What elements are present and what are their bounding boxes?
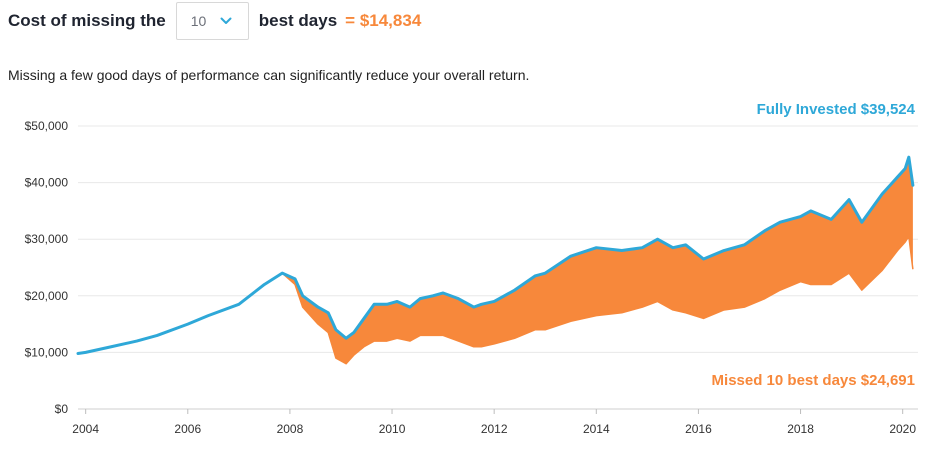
axis-layer: $0 $10,000 $20,000 $30,000 $40,000 $50,000 200… [25,119,917,436]
x-tick-label: 2014 [583,422,610,436]
y-tick-label: $30,000 [25,232,69,246]
fully-invested-line [76,155,915,356]
y-tick-label: $50,000 [25,119,69,133]
y-tick-label: $40,000 [25,176,69,190]
area-layer [78,157,913,364]
header: Cost of missing the 10 best days = $14,8… [8,0,421,42]
x-tick-label: 2016 [685,422,712,436]
series-label-missed-days: Missed 10 best days $24,691 [711,372,915,389]
x-tick-label: 2010 [379,422,406,436]
x-tick-label: 2020 [889,422,916,436]
cost-value: = $14,834 [345,11,422,30]
y-tick-label: $20,000 [25,289,69,303]
x-tick-label: 2006 [174,422,201,436]
header-prefix: Cost of missing the [8,11,166,30]
header-suffix: best days [258,11,338,30]
x-tick-label: 2008 [277,422,304,436]
missed-days-cost-area [78,157,913,364]
x-tick-label: 2004 [72,422,99,436]
x-tick-label: 2012 [481,422,508,436]
best-days-select-value: 10 [190,13,207,29]
line-layer [76,155,915,365]
series-label-fully-invested: Fully Invested $39,524 [756,101,915,118]
y-tick-label: $10,000 [25,345,69,359]
y-tick-label: $0 [55,402,69,416]
best-days-select[interactable]: 10 [175,2,249,40]
x-tick-label: 2018 [787,422,814,436]
subtitle: Missing a few good days of performance c… [8,67,530,83]
chevron-down-icon [220,17,232,24]
